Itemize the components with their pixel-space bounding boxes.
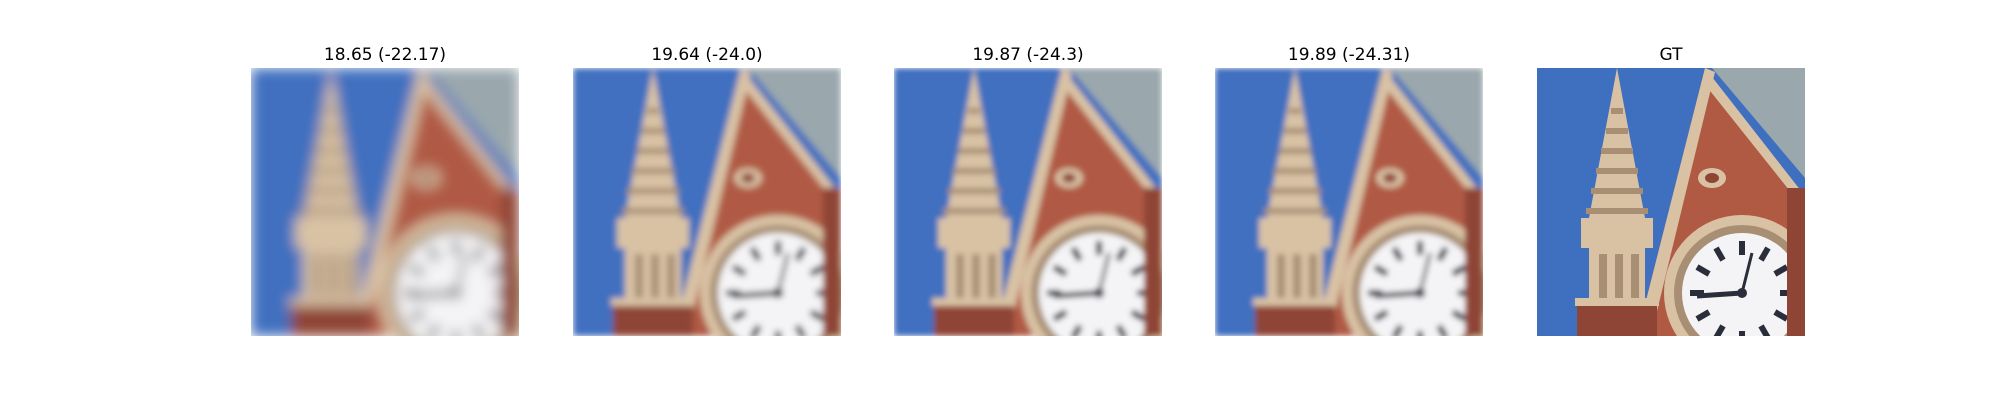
panel-caption: 19.87 (-24.3) <box>972 45 1084 65</box>
panel-caption: 19.89 (-24.31) <box>1287 45 1411 65</box>
panel-caption: 19.64 (-24.0) <box>651 45 763 65</box>
panel-5: GT <box>1537 44 1805 336</box>
panel-caption: 18.65 (-22.17) <box>323 45 447 65</box>
ground-truth-image <box>1537 68 1805 336</box>
reconstruction-image <box>251 68 519 336</box>
panel-3: 19.87 (-24.3) <box>894 44 1162 336</box>
reconstruction-image <box>573 68 841 336</box>
panel-4: 19.89 (-24.31) <box>1215 44 1483 336</box>
panel-2: 19.64 (-24.0) <box>573 44 841 336</box>
reconstruction-image <box>1215 68 1483 336</box>
reconstruction-image <box>894 68 1162 336</box>
panel-1: 18.65 (-22.17) <box>251 44 519 336</box>
panel-caption: GT <box>1659 45 1683 65</box>
